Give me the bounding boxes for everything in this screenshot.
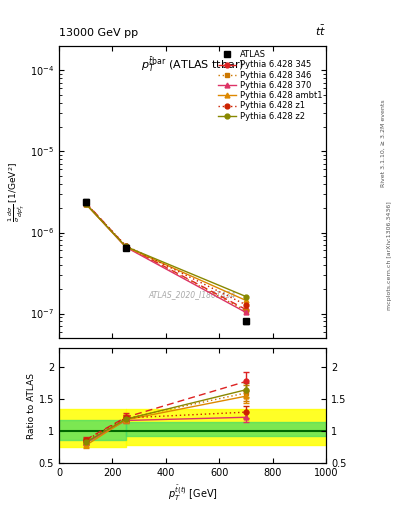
Pythia 6.428 z2 — [83, 201, 88, 207]
Line: Pythia 6.428 345: Pythia 6.428 345 — [83, 200, 248, 312]
Y-axis label: Ratio to ATLAS: Ratio to ATLAS — [27, 373, 36, 439]
Pythia 6.428 ambt1 — [83, 201, 88, 207]
Pythia 6.428 370 — [83, 200, 88, 206]
Line: Pythia 6.428 z2: Pythia 6.428 z2 — [83, 201, 248, 299]
Pythia 6.428 346 — [123, 244, 128, 250]
Text: 13000 GeV pp: 13000 GeV pp — [59, 28, 138, 38]
Pythia 6.428 z1 — [123, 243, 128, 249]
Text: $t\bar{t}$: $t\bar{t}$ — [315, 24, 326, 38]
Line: Pythia 6.428 ambt1: Pythia 6.428 ambt1 — [83, 202, 248, 303]
Pythia 6.428 ambt1 — [244, 297, 248, 304]
Legend: ATLAS, Pythia 6.428 345, Pythia 6.428 346, Pythia 6.428 370, Pythia 6.428 ambt1,: ATLAS, Pythia 6.428 345, Pythia 6.428 34… — [216, 49, 324, 122]
Pythia 6.428 z2 — [123, 243, 128, 249]
Pythia 6.428 z1 — [83, 200, 88, 206]
Pythia 6.428 z2 — [244, 293, 248, 300]
Text: ATLAS_2020_I1801434: ATLAS_2020_I1801434 — [149, 290, 236, 298]
Pythia 6.428 ambt1 — [123, 244, 128, 250]
X-axis label: $p^{\bar{t}(t)}_T$ [GeV]: $p^{\bar{t}(t)}_T$ [GeV] — [168, 484, 217, 503]
Line: Pythia 6.428 346: Pythia 6.428 346 — [83, 201, 248, 313]
Text: mcplots.cern.ch [arXiv:1306.3436]: mcplots.cern.ch [arXiv:1306.3436] — [387, 202, 391, 310]
Text: $p_T^{\bar{t}\mathrm{bar}}$ (ATLAS ttbar): $p_T^{\bar{t}\mathrm{bar}}$ (ATLAS ttbar… — [141, 55, 244, 74]
Text: Rivet 3.1.10, ≥ 3.2M events: Rivet 3.1.10, ≥ 3.2M events — [381, 99, 386, 187]
Pythia 6.428 370 — [123, 244, 128, 250]
Pythia 6.428 370 — [244, 309, 248, 315]
Pythia 6.428 346 — [244, 308, 248, 314]
Line: Pythia 6.428 z1: Pythia 6.428 z1 — [83, 201, 248, 307]
Y-axis label: $\frac{1}{\sigma}\frac{d\sigma}{dp_T^{\bar{t}}}$ [1/GeV$^2$]: $\frac{1}{\sigma}\frac{d\sigma}{dp_T^{\b… — [7, 162, 27, 222]
Pythia 6.428 345 — [244, 307, 248, 313]
Pythia 6.428 345 — [123, 243, 128, 249]
Line: Pythia 6.428 370: Pythia 6.428 370 — [83, 201, 248, 315]
Pythia 6.428 z1 — [244, 302, 248, 308]
Pythia 6.428 346 — [83, 200, 88, 206]
Pythia 6.428 345 — [83, 199, 88, 205]
